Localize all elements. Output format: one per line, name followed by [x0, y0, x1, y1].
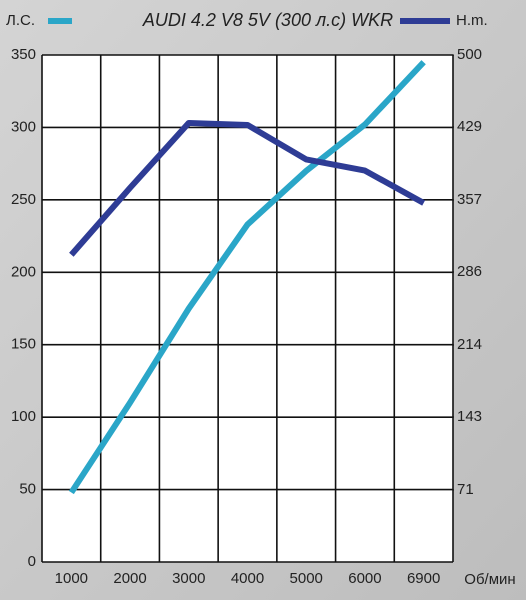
- x-tick-label: 1000: [55, 570, 88, 587]
- x-tick-label: 6000: [348, 570, 381, 587]
- y-tick-label: 100: [11, 408, 36, 425]
- y2-tick-label: 429: [457, 118, 482, 135]
- legend-swatch: [48, 18, 72, 24]
- y-tick-label: 300: [11, 118, 36, 135]
- x-tick-label: 3000: [172, 570, 205, 587]
- x-tick-label: 2000: [113, 570, 146, 587]
- y-tick-label: 350: [11, 46, 36, 63]
- y-tick-label: 50: [19, 481, 36, 498]
- legend-label: Н.m.: [456, 12, 488, 29]
- y-tick-label: 200: [11, 263, 36, 280]
- chart-title: AUDI 4.2 V8 5V (300 л.с) WKR: [142, 10, 393, 30]
- x-tick-label: 6900: [407, 570, 440, 587]
- y-tick-label: 250: [11, 191, 36, 208]
- y-tick-label: 0: [28, 553, 36, 570]
- y2-tick-label: 286: [457, 263, 482, 280]
- y2-tick-label: 143: [457, 408, 482, 425]
- series-line: [69, 119, 426, 257]
- series-line: [68, 60, 426, 495]
- x-tick-label: 4000: [231, 570, 264, 587]
- y-tick-label: 150: [11, 336, 36, 353]
- y2-tick-label: 357: [457, 191, 482, 208]
- y2-tick-label: 500: [457, 46, 482, 63]
- plot-area: [42, 55, 453, 562]
- x-axis-label: Об/мин: [464, 571, 515, 588]
- y2-tick-label: 214: [457, 336, 482, 353]
- legend-swatch: [400, 18, 450, 24]
- x-tick-label: 5000: [290, 570, 323, 587]
- y2-tick-label: 71: [457, 481, 474, 498]
- legend-label: Л.С.: [6, 12, 35, 29]
